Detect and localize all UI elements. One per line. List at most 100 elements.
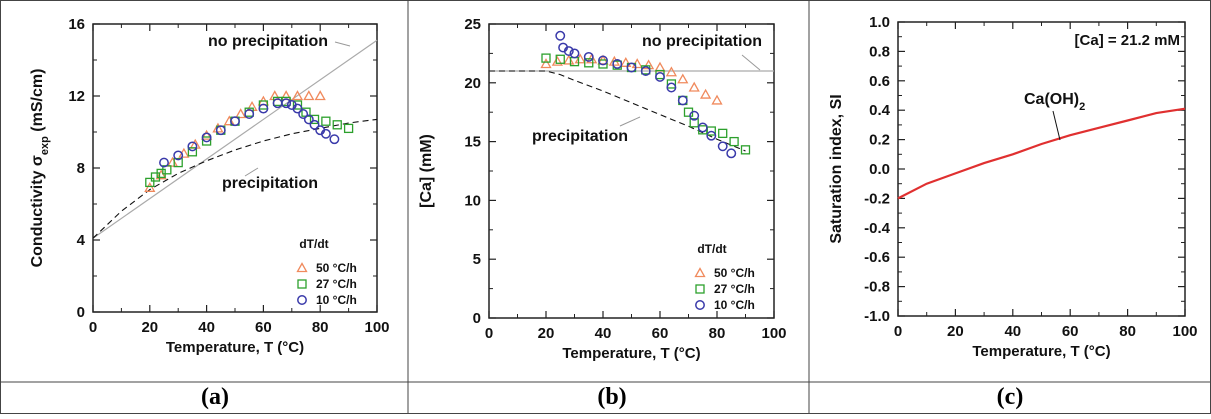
- legend-marker-triangle: [296, 262, 308, 273]
- data-point-triangle: [620, 56, 632, 67]
- data-point-circle: [726, 148, 737, 159]
- y-tick-label: 0: [473, 310, 481, 327]
- legend-label: 10 °C/h: [316, 293, 357, 307]
- data-point-circle: [666, 82, 677, 93]
- plot-area-border: [897, 21, 1186, 317]
- data-point-circle: [598, 55, 608, 66]
- data-point-square: [321, 116, 331, 126]
- data-point-triangle: [711, 94, 723, 105]
- precipitation-curve: [489, 70, 746, 152]
- data-point-square: [332, 120, 342, 130]
- x-tick-label: 0: [485, 325, 493, 342]
- data-point-triangle: [654, 61, 666, 72]
- data-point-square: [343, 123, 354, 134]
- data-point-circle: [583, 51, 594, 62]
- y-tick-label: 0.6: [869, 73, 890, 90]
- x-tick-label: 20: [141, 319, 158, 336]
- data-point-circle: [215, 125, 226, 136]
- data-point-circle: [201, 132, 212, 143]
- data-point-square: [740, 145, 751, 155]
- y-tick-label: 0.2: [869, 132, 890, 149]
- data-point-square: [555, 54, 565, 64]
- legend-marker-square: [297, 279, 307, 289]
- x-tick-label: 60: [1062, 323, 1079, 340]
- y-tick-label: 0: [77, 304, 85, 321]
- data-point-triangle: [200, 129, 213, 140]
- y-tick-label: 25: [464, 16, 481, 33]
- annotation-ca-concentration: [Ca] = 21.2 mM: [1075, 32, 1180, 49]
- y-axis-label: [Ca] (mM): [418, 134, 435, 208]
- data-point-circle: [677, 95, 688, 106]
- data-point-circle: [655, 71, 665, 82]
- legend-label: 27 °C/h: [316, 277, 357, 291]
- data-point-circle: [272, 98, 283, 109]
- y-tick-label: 12: [68, 88, 85, 105]
- data-point-circle: [309, 119, 320, 130]
- y-tick-label: -0.6: [864, 249, 890, 266]
- data-point-circle: [230, 116, 240, 127]
- y-tick-label: -1.0: [864, 308, 890, 325]
- y-tick-label: 20: [464, 75, 481, 92]
- data-point-triangle: [314, 90, 326, 101]
- data-point-square: [584, 58, 594, 68]
- data-point-square: [258, 100, 269, 110]
- data-point-square: [541, 53, 551, 63]
- y-tick-label: 0.4: [869, 102, 891, 119]
- data-point-circle: [258, 103, 269, 114]
- data-point-triangle: [235, 108, 247, 119]
- data-point-circle: [244, 109, 255, 119]
- y-tick-label: 16: [68, 16, 85, 33]
- legend-marker-square: [695, 284, 705, 294]
- x-tick-label: 80: [709, 325, 726, 342]
- y-axis-label: Conductivity σexp (mS/cm): [29, 69, 51, 268]
- annotation-precipitation: precipitation: [222, 175, 318, 192]
- data-point-circle: [555, 30, 566, 41]
- x-tick-label: 60: [255, 319, 272, 336]
- data-point-triangle: [551, 55, 564, 66]
- y-tick-label: -0.8: [864, 279, 890, 296]
- x-tick-label: 40: [198, 319, 215, 336]
- legend-marker-circle: [695, 300, 705, 310]
- data-point-circle: [281, 98, 292, 109]
- x-tick-label: 60: [652, 325, 669, 342]
- no-precipitation-line: [92, 39, 378, 239]
- data-point-square: [706, 126, 716, 136]
- data-point-triangle: [688, 81, 700, 92]
- data-point-circle: [298, 109, 309, 119]
- x-axis-label: Temperature, T (°C): [972, 343, 1110, 360]
- data-point-triangle: [699, 88, 712, 99]
- data-point-square: [145, 177, 155, 188]
- y-tick-label: 15: [464, 134, 481, 151]
- y-tick-label: 0.0: [869, 161, 890, 178]
- data-point-circle: [320, 128, 331, 139]
- x-tick-label: 40: [1004, 323, 1021, 340]
- x-tick-label: 100: [1172, 323, 1197, 340]
- data-point-circle: [689, 110, 700, 121]
- data-point-circle: [706, 130, 717, 141]
- data-point-circle: [563, 46, 574, 56]
- y-tick-label: -0.2: [864, 190, 890, 207]
- legend-label: 50 °C/h: [316, 261, 357, 275]
- x-tick-label: 80: [312, 319, 329, 336]
- annotation-leader-1: [334, 41, 351, 47]
- y-tick-label: 1.0: [869, 14, 890, 31]
- data-point-triangle: [665, 66, 678, 77]
- y-tick-label: 10: [464, 192, 481, 209]
- x-tick-label: 0: [894, 323, 902, 340]
- legend-marker-triangle: [694, 267, 706, 278]
- annotation-leader-2: [619, 116, 641, 127]
- y-tick-label: 0.8: [869, 43, 890, 60]
- data-point-circle: [303, 114, 314, 125]
- x-tick-label: 0: [89, 319, 97, 336]
- annotation-leader-1: [741, 54, 761, 71]
- data-point-square: [173, 157, 183, 168]
- data-point-triangle: [212, 122, 224, 133]
- data-point-square: [598, 59, 608, 69]
- panel-b-calcium: 0 20 40 60 80 100 0 5 10 15 20 25 Temperature, T (°C…: [418, 16, 787, 362]
- data-point-triangle: [291, 90, 304, 101]
- precipitation-curve: [92, 118, 378, 239]
- x-tick-label: 20: [538, 325, 555, 342]
- data-point-square: [718, 128, 728, 139]
